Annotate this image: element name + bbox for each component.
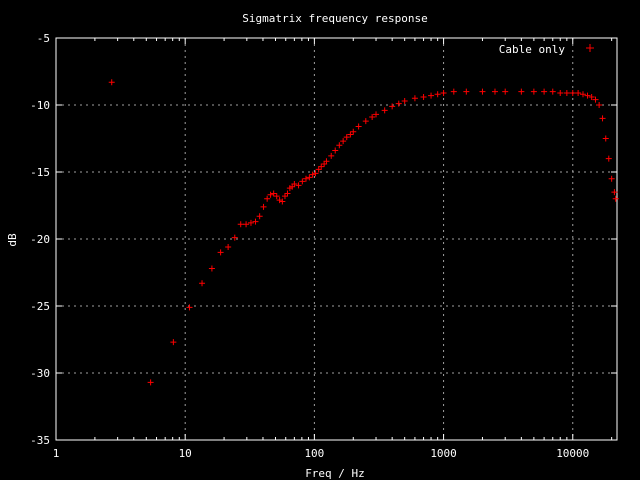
data-point (328, 152, 335, 159)
data-point (350, 128, 357, 135)
y-tick-label: -35 (30, 434, 50, 447)
data-point (306, 174, 313, 181)
data-point (315, 166, 322, 173)
data-point (291, 181, 298, 188)
data-point (434, 91, 441, 98)
data-point (596, 102, 603, 108)
x-axis-label: Freq / Hz (305, 467, 365, 480)
data-point (450, 88, 457, 95)
data-point (295, 182, 302, 189)
data-point (237, 221, 244, 228)
data-point (243, 221, 250, 228)
data-point (231, 234, 238, 241)
data-point (440, 89, 447, 96)
data-point (463, 88, 470, 95)
data-point (608, 175, 615, 182)
data-point (611, 189, 618, 196)
data-point (502, 88, 509, 95)
data-point (170, 339, 177, 346)
data-point (395, 100, 402, 107)
data-point (549, 88, 556, 95)
data-point (479, 88, 486, 95)
data-point (256, 213, 263, 220)
data-point (373, 111, 380, 118)
data-point (276, 197, 283, 204)
y-tick-label: -25 (30, 300, 50, 313)
data-point (369, 114, 376, 121)
data-point (267, 191, 274, 198)
y-tick-label: -15 (30, 166, 50, 179)
data-point (530, 88, 537, 95)
data-point (575, 89, 582, 96)
data-point (569, 89, 576, 96)
series-cable-only (108, 79, 619, 386)
data-point (323, 158, 330, 165)
data-point (225, 244, 232, 251)
data-point (605, 155, 612, 162)
y-axis-label: dB (6, 233, 19, 247)
legend: Cable only (499, 43, 594, 56)
chart-title: Sigmatrix frequency response (242, 12, 427, 25)
data-point (332, 147, 339, 154)
data-point (273, 193, 280, 200)
data-point (518, 88, 525, 95)
data-point (612, 195, 619, 202)
data-point (401, 97, 408, 104)
data-point (592, 96, 599, 103)
data-point (557, 89, 564, 96)
data-point (381, 107, 388, 114)
data-point (108, 79, 115, 86)
data-point (602, 135, 609, 142)
data-point (252, 218, 259, 225)
data-point (260, 203, 267, 210)
data-point (318, 163, 325, 170)
data-point (279, 198, 286, 205)
axis-ticks: -35 -30 -25 -20 -15 -10 -5 1 10 100 1000 10000 (30, 32, 617, 460)
data-point (264, 195, 271, 202)
data-point (340, 138, 347, 145)
data-point (270, 190, 277, 197)
x-tick-label: 1 (53, 447, 60, 460)
y-tick-label: -5 (37, 32, 50, 45)
data-point (281, 193, 288, 200)
data-point (347, 131, 354, 138)
data-point (389, 103, 396, 110)
data-point (579, 91, 586, 98)
data-point (584, 92, 591, 99)
y-tick-label: -10 (30, 99, 50, 112)
data-point (343, 134, 350, 141)
data-point (309, 171, 316, 178)
data-point (208, 265, 215, 272)
data-point (355, 123, 362, 130)
data-point (362, 118, 369, 125)
data-point (541, 88, 548, 95)
data-point (336, 142, 343, 149)
legend-marker (586, 44, 594, 52)
x-tick-label: 1000 (430, 447, 457, 460)
data-point (284, 190, 291, 197)
x-tick-label: 10 (179, 447, 192, 460)
data-point (147, 379, 154, 386)
data-point (563, 89, 570, 96)
data-point (491, 88, 498, 95)
grid-lines (56, 38, 617, 440)
legend-label: Cable only (499, 43, 566, 56)
y-tick-label: -20 (30, 233, 50, 246)
data-point (299, 178, 306, 185)
data-point (599, 115, 606, 122)
x-tick-label: 100 (304, 447, 324, 460)
data-point (312, 170, 319, 177)
data-point (411, 95, 418, 102)
x-tick-label: 10000 (556, 447, 589, 460)
data-point (420, 93, 427, 100)
data-point (302, 175, 309, 182)
data-point (428, 92, 435, 99)
data-point (217, 249, 224, 256)
data-point (247, 219, 254, 226)
data-point (186, 304, 193, 311)
data-point (199, 280, 206, 287)
data-point (588, 93, 595, 100)
y-tick-label: -30 (30, 367, 50, 380)
